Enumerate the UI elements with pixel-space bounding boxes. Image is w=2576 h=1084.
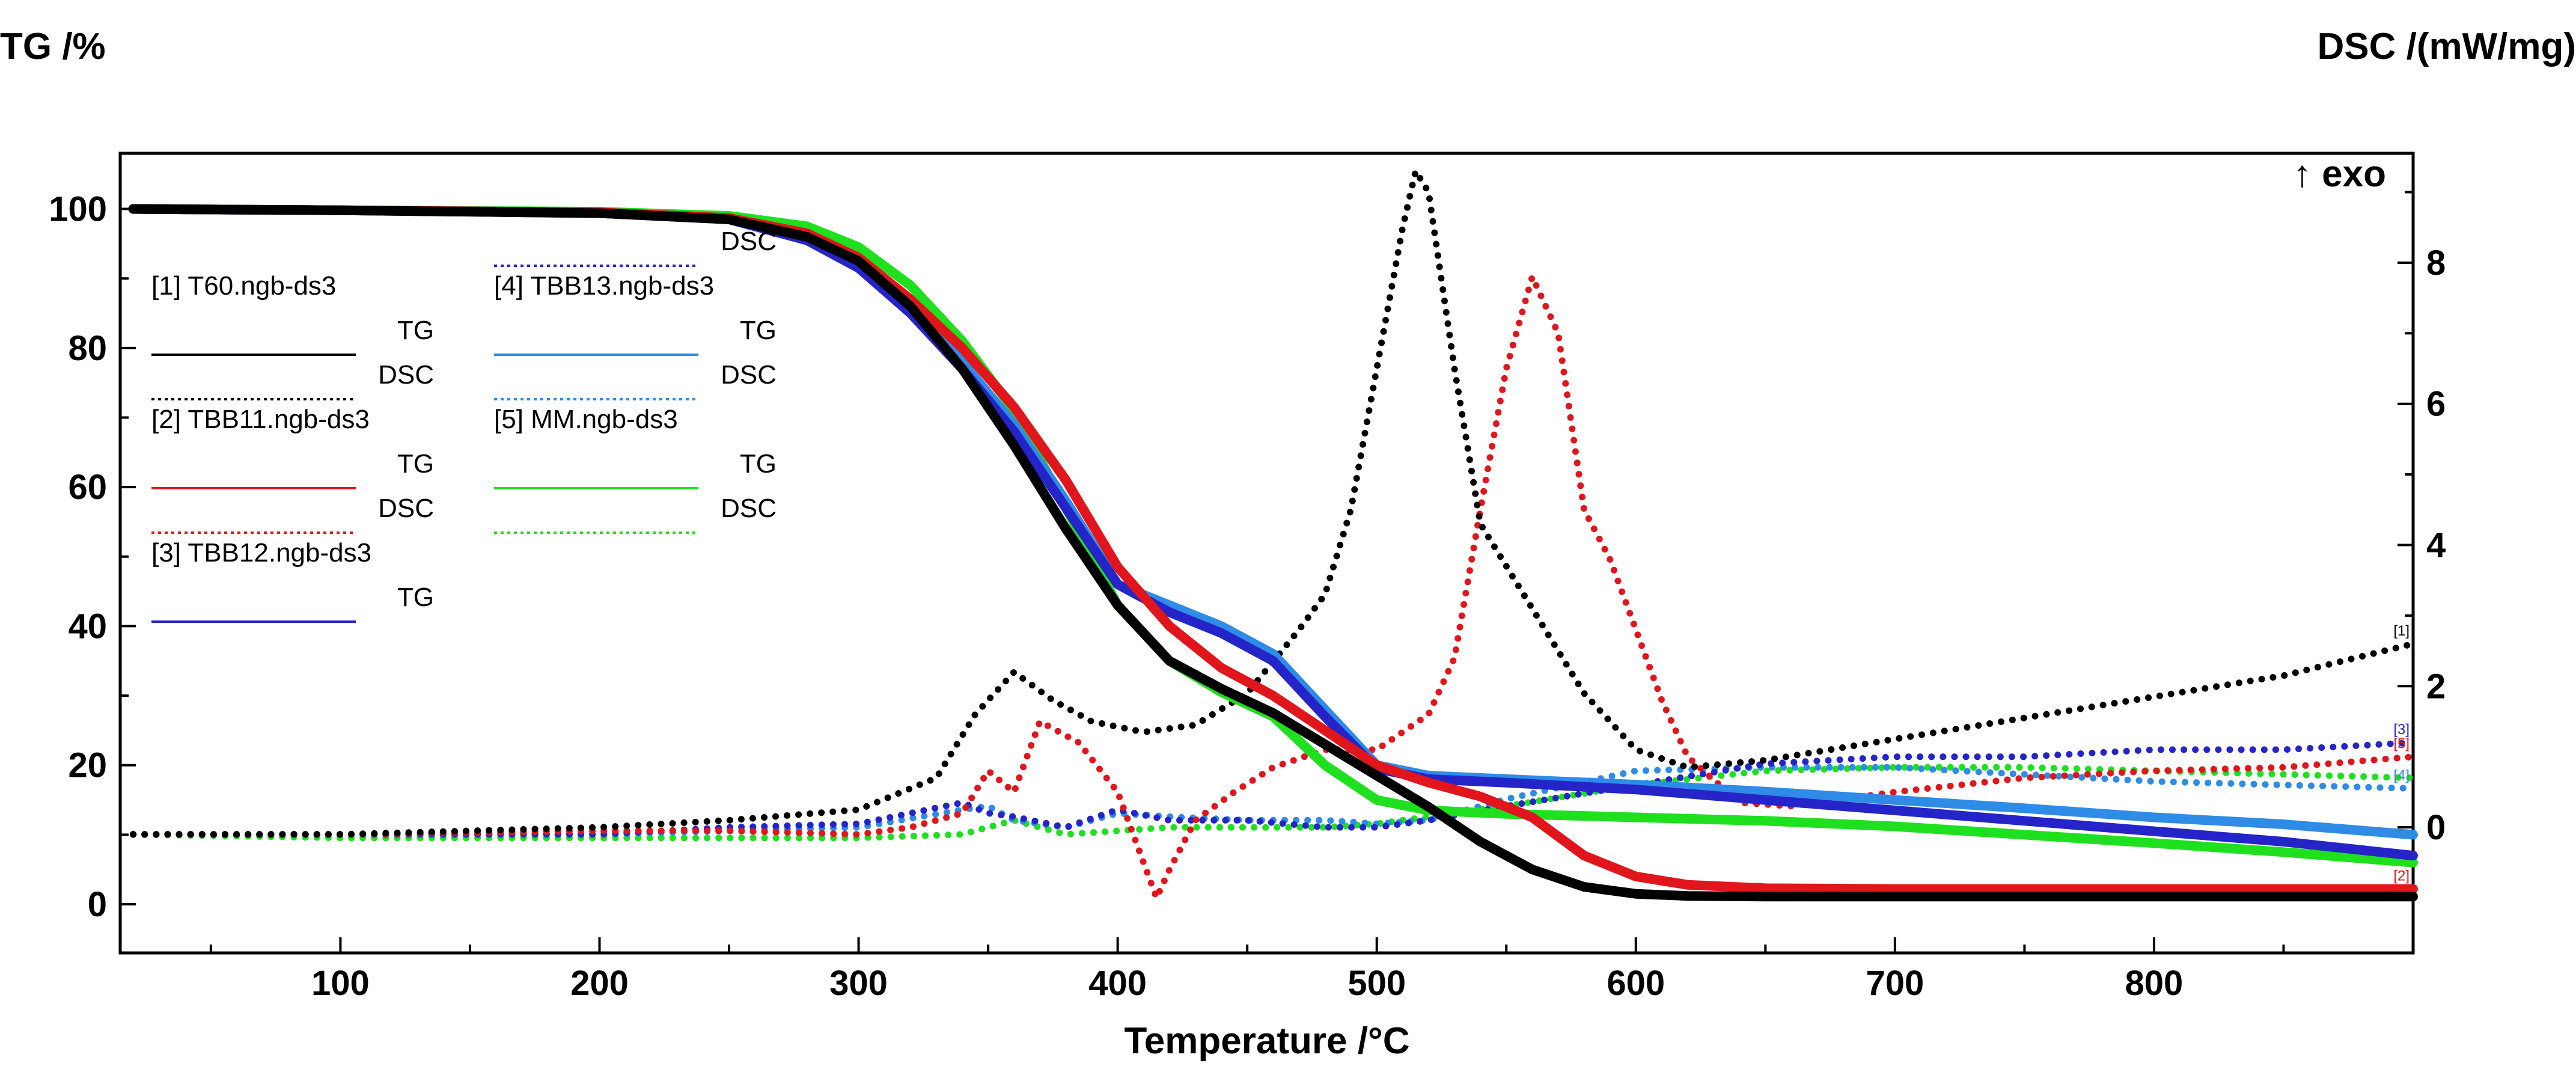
x-tick-label: 700 <box>1866 964 1924 1003</box>
legend-entry-label: DSC <box>721 227 777 256</box>
y-right-tick-label: 6 <box>2426 385 2446 424</box>
legend-group-title: [5] MM.ngb-ds3 <box>494 405 678 434</box>
legend-entry-label: DSC <box>721 360 777 390</box>
legend-group-title: [3] TBB12.ngb-ds3 <box>151 538 371 568</box>
series-line-dsc3 <box>130 739 2417 838</box>
legend-entry-label: DSC <box>721 494 777 523</box>
series-line-dsc5 <box>130 764 2417 842</box>
legend-group-title: [4] TBB13.ngb-ds3 <box>494 271 714 301</box>
y-left-tick-label: 80 <box>68 329 107 368</box>
x-tick-label: 300 <box>829 964 888 1003</box>
x-tick-label: 600 <box>1607 964 1665 1003</box>
y-right-axis-title: DSC /(mW/mg) <box>2317 26 2576 67</box>
axis-ticks: 100 200 300 400 500 600 700 800 0 20 40 60 80 100 0 2 4 6… <box>49 190 2446 1003</box>
x-axis-title: Temperature /°C <box>1125 1020 1410 1062</box>
legend-entry-label: DSC <box>378 360 434 390</box>
y-left-tick-label: 20 <box>68 746 107 785</box>
x-tick-label: 400 <box>1088 964 1147 1003</box>
y-right-tick-label: 2 <box>2426 667 2446 706</box>
end-marker: [5] <box>2393 736 2410 752</box>
y-left-tick-label: 40 <box>68 607 107 646</box>
y-left-axis-title: TG /% <box>0 26 106 67</box>
legend-entry-label: DSC <box>378 494 434 523</box>
x-tick-label: 200 <box>570 964 629 1003</box>
plot-frame <box>118 152 2415 955</box>
end-marker: [2] <box>2393 868 2410 884</box>
end-marker: [1] <box>2393 623 2410 639</box>
y-right-tick-label: 4 <box>2426 526 2446 565</box>
legend-entry-label: TG <box>740 449 777 479</box>
legend-group-title: [2] TBB11.ngb-ds3 <box>151 405 370 434</box>
legend-group-title: [1] T60.ngb-ds3 <box>151 271 336 301</box>
series-line-tg1 <box>128 204 2418 902</box>
end-marker: [3] <box>2393 721 2410 738</box>
end-marker: [4] <box>2393 767 2410 783</box>
legend: [1] T60.ngb-ds3 TG DSC [2] TBB11.ngb-ds3 TG D… <box>151 227 777 623</box>
legend-entry-label: TG <box>740 316 777 345</box>
x-tick-label: 100 <box>311 964 370 1003</box>
series-layer <box>128 167 2418 902</box>
y-left-tick-label: 0 <box>88 885 107 924</box>
exo-indicator: ↑ exo <box>2293 153 2386 195</box>
y-left-tick-label: 100 <box>49 190 107 229</box>
x-tick-label: 500 <box>1348 964 1406 1003</box>
legend-entry-label: TG <box>397 449 434 479</box>
legend-entry-label: TG <box>397 583 434 612</box>
y-right-tick-label: 8 <box>2426 243 2446 283</box>
y-left-tick-label: 60 <box>68 468 107 507</box>
x-tick-label: 800 <box>2125 964 2184 1003</box>
legend-entry-label: TG <box>397 316 434 345</box>
series-line-dsc1 <box>130 167 2417 838</box>
y-right-tick-label: 0 <box>2426 808 2446 847</box>
end-markers: [1] [2] [3] [4] [5] <box>2393 623 2410 884</box>
